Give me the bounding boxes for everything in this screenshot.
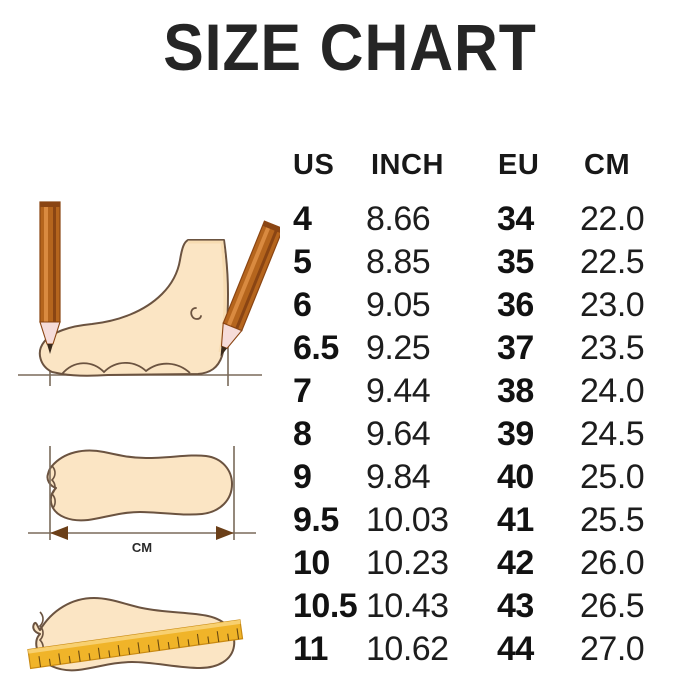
cell-eu: 38 — [497, 372, 534, 410]
table-row: 9.5 10.03 41 25.5 — [280, 499, 700, 542]
cell-eu: 37 — [497, 329, 534, 367]
cell-eu: 39 — [497, 415, 534, 453]
size-chart-table: US INCH EU CM 4 8.66 34 22.0 5 8.85 35 2… — [280, 140, 700, 671]
cell-eu: 36 — [497, 286, 534, 324]
cell-inch: 10.43 — [366, 587, 449, 625]
cell-us: 5 — [293, 243, 312, 281]
footprint-tape-svg — [27, 597, 244, 672]
cell-cm: 25.5 — [580, 501, 645, 539]
table-row: 8 9.64 39 24.5 — [280, 413, 700, 456]
footprint-icon — [46, 449, 233, 522]
table-row: 7 9.44 38 24.0 — [280, 370, 700, 413]
table-row: 10 10.23 42 26.0 — [280, 542, 700, 585]
cell-cm: 25.0 — [580, 458, 645, 496]
table-row: 5 8.85 35 22.5 — [280, 241, 700, 284]
column-header-inch: INCH — [371, 149, 444, 181]
pencil-icon — [39, 201, 61, 354]
cell-cm: 26.5 — [580, 587, 645, 625]
cell-inch: 9.44 — [366, 372, 431, 410]
table-row: 10.5 10.43 43 26.5 — [280, 585, 700, 628]
table-header-row: US INCH EU CM — [280, 140, 700, 198]
page-title: SIZE CHART — [163, 10, 537, 84]
cell-cm: 22.5 — [580, 243, 645, 281]
cell-inch: 8.66 — [366, 200, 431, 238]
table-row: 9 9.84 40 25.0 — [280, 456, 700, 499]
cell-us: 6.5 — [293, 329, 339, 367]
cell-us: 4 — [293, 200, 312, 238]
table-row: 6.5 9.25 37 23.5 — [280, 327, 700, 370]
cell-inch: 10.62 — [366, 630, 449, 668]
cell-eu: 44 — [497, 630, 534, 668]
table-row: 11 10.62 44 27.0 — [280, 628, 700, 671]
cm-measure-label: CM — [132, 540, 152, 555]
cell-us: 6 — [293, 286, 312, 324]
cell-cm: 23.0 — [580, 286, 645, 324]
footprint-cm-svg: CM — [28, 446, 256, 555]
footprint-cm-illustration: CM — [0, 418, 280, 563]
cell-cm: 24.5 — [580, 415, 645, 453]
column-header-eu: EU — [498, 149, 540, 181]
column-header-us: US — [293, 149, 335, 181]
foot-side-view-svg — [18, 201, 280, 386]
pencil-icon — [220, 220, 280, 357]
cell-cm: 22.0 — [580, 200, 645, 238]
cell-us: 9.5 — [293, 501, 339, 539]
foot-side-icon — [38, 239, 229, 377]
table-row: 4 8.66 34 22.0 — [280, 198, 700, 241]
cell-eu: 40 — [497, 458, 534, 496]
column-header-cm: CM — [584, 149, 631, 181]
cell-us: 11 — [293, 630, 328, 668]
ankle-bone-icon — [190, 307, 202, 320]
cell-eu: 35 — [497, 243, 534, 281]
measure-guides-icon — [49, 446, 235, 540]
cell-us: 7 — [293, 372, 312, 410]
tape-measure-icon — [27, 619, 244, 670]
cell-eu: 41 — [497, 501, 534, 539]
cell-cm: 26.0 — [580, 544, 645, 582]
cell-eu: 34 — [497, 200, 534, 238]
cell-cm: 24.0 — [580, 372, 645, 410]
cell-us: 10.5 — [293, 587, 358, 625]
cell-inch: 9.25 — [366, 329, 431, 367]
cell-us: 9 — [293, 458, 312, 496]
cell-eu: 42 — [497, 544, 534, 582]
illustration-panel: CM — [0, 190, 280, 700]
cell-us: 10 — [293, 544, 330, 582]
cell-cm: 27.0 — [580, 630, 645, 668]
cell-eu: 43 — [497, 587, 534, 625]
cell-us: 8 — [293, 415, 312, 453]
foot-side-view-illustration — [0, 190, 280, 390]
cell-inch: 9.84 — [366, 458, 431, 496]
cell-inch: 8.85 — [366, 243, 431, 281]
cell-inch: 10.23 — [366, 544, 449, 582]
cell-inch: 9.05 — [366, 286, 431, 324]
footprint-tape-illustration — [0, 572, 280, 690]
table-row: 6 9.05 36 23.0 — [280, 284, 700, 327]
cell-inch: 10.03 — [366, 501, 449, 539]
measure-arrow-icon — [28, 526, 256, 540]
cell-inch: 9.64 — [366, 415, 431, 453]
cell-cm: 23.5 — [580, 329, 645, 367]
